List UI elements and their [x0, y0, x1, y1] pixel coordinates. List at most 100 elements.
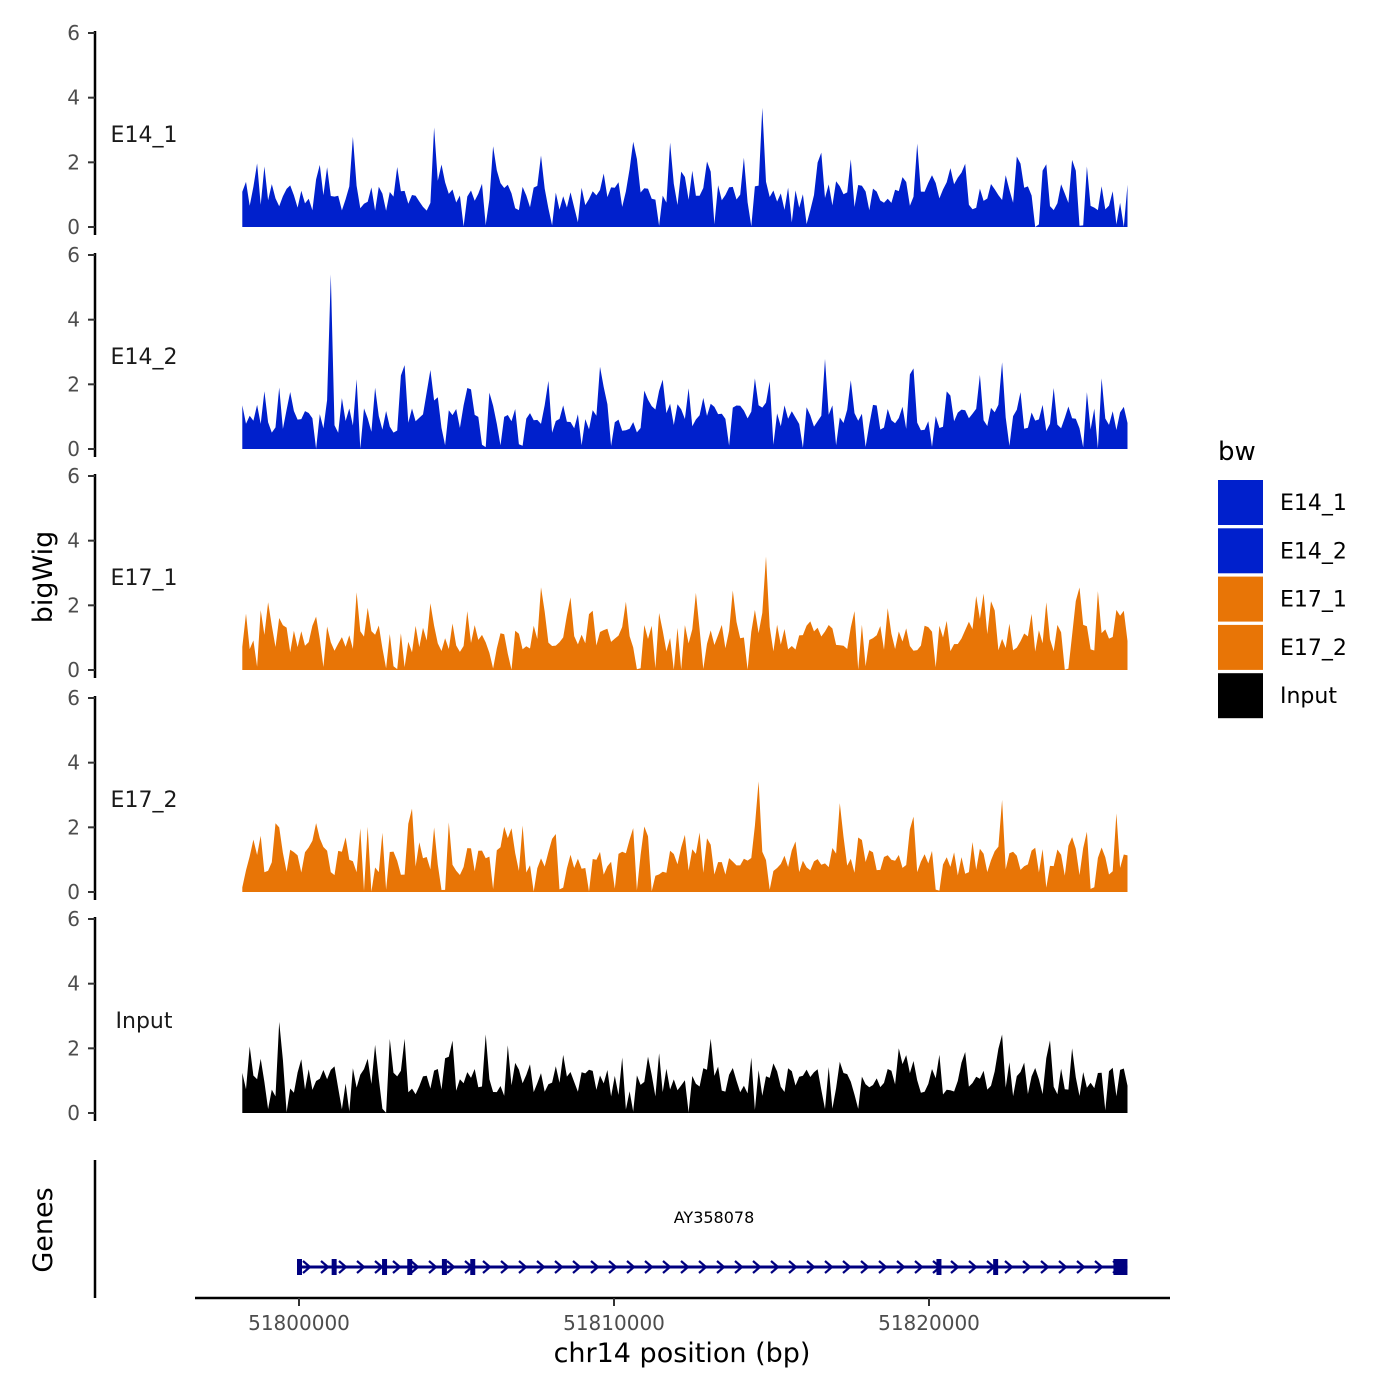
x-tick-label: 51820000	[878, 1311, 980, 1335]
strand-arrow	[536, 1260, 546, 1274]
strand-arrow	[968, 1260, 978, 1274]
y-tick-label: 4	[67, 751, 80, 775]
y-tick-label: 2	[67, 593, 80, 617]
panel-Input: 0 2 4 6 Input	[67, 907, 1128, 1125]
strand-arrow	[554, 1260, 564, 1274]
strand-arrow	[446, 1260, 456, 1274]
genes-axis-title: Genes	[28, 1187, 59, 1272]
strand-arrow	[482, 1260, 492, 1274]
strand-arrow	[644, 1260, 654, 1274]
legend-swatch-Input	[1218, 673, 1263, 719]
y-tick-label: 2	[67, 815, 80, 839]
strand-arrow	[824, 1260, 834, 1274]
legend: bw E14_1 E14_2 E17_1 E17_2 Input	[1218, 437, 1347, 719]
y-tick-label: 4	[67, 529, 80, 553]
strand-arrow	[716, 1260, 726, 1274]
strand-arrow	[626, 1260, 636, 1274]
gene-name: AY358078	[674, 1208, 755, 1227]
panel-E17_1: 0 2 4 6 E17_1	[67, 464, 1128, 682]
y-tick-label: 6	[67, 464, 80, 488]
y-tick-label: 6	[67, 21, 80, 45]
y-tick-label: 4	[67, 972, 80, 996]
legend-swatch-E14_2	[1218, 528, 1263, 574]
y-tick-label: 6	[67, 907, 80, 931]
exon	[407, 1259, 413, 1275]
x-axis-title: chr14 position (bp)	[554, 1338, 811, 1369]
exon	[297, 1259, 302, 1275]
strand-arrow	[572, 1260, 582, 1274]
strand-arrow	[878, 1260, 888, 1274]
x-tick-label: 51800000	[248, 1311, 350, 1335]
strand-arrow	[356, 1260, 366, 1274]
x-axis: 51800000 51810000 51820000	[195, 1296, 1170, 1335]
y-tick-label: 6	[67, 686, 80, 710]
exon	[470, 1259, 476, 1275]
strand-arrow	[338, 1260, 348, 1274]
legend-label-E14_2: E14_2	[1280, 539, 1347, 564]
strand-arrow	[734, 1260, 744, 1274]
legend-label-E17_1: E17_1	[1280, 588, 1347, 613]
legend-swatch-E17_1	[1218, 576, 1263, 622]
exon	[331, 1259, 337, 1275]
strand-arrow	[500, 1260, 510, 1274]
strand-arrow	[590, 1260, 600, 1274]
panel-E14_2: 0 2 4 6 E14_2	[67, 243, 1128, 461]
panel-E14_1: 0 2 4 6 E14_1	[67, 21, 1128, 239]
strand-arrow	[1004, 1260, 1014, 1274]
strand-arrow	[914, 1260, 924, 1274]
legend-swatch-E17_2	[1218, 624, 1263, 670]
exon	[993, 1259, 999, 1275]
strand-arrow	[392, 1260, 402, 1274]
strand-arrow	[662, 1260, 672, 1274]
y-tick-label: 0	[67, 1101, 80, 1125]
coverage-area-E17_1	[242, 556, 1128, 670]
strand-arrow	[698, 1260, 708, 1274]
panel-label: E17_1	[111, 566, 178, 591]
strand-arrow	[320, 1260, 330, 1274]
strand-arrow	[302, 1260, 312, 1274]
legend-label-E17_2: E17_2	[1280, 636, 1347, 661]
coverage-area-E14_1	[242, 107, 1128, 227]
legend-swatch-E14_1	[1218, 480, 1263, 525]
strand-arrow	[680, 1260, 690, 1274]
strand-arrow	[896, 1260, 906, 1274]
y-tick-label: 0	[67, 215, 80, 239]
x-tick-label: 51810000	[563, 1311, 665, 1335]
y-tick-label: 0	[67, 880, 80, 904]
strand-arrow	[950, 1260, 960, 1274]
strand-arrow	[842, 1260, 852, 1274]
panel-E17_2: 0 2 4 6 E17_2	[67, 686, 1128, 904]
strand-arrow	[374, 1260, 384, 1274]
exon	[441, 1259, 447, 1275]
strand-arrow	[428, 1260, 438, 1274]
strand-arrow	[788, 1260, 798, 1274]
y-tick-label: 0	[67, 658, 80, 682]
y-axis-title: bigWig	[28, 531, 59, 624]
strand-arrow	[1076, 1260, 1086, 1274]
strand-arrow	[1022, 1260, 1032, 1274]
strand-arrow	[1058, 1260, 1068, 1274]
exon	[936, 1259, 942, 1275]
strand-arrow	[806, 1260, 816, 1274]
y-tick-label: 2	[67, 372, 80, 396]
gene-track: AY358078	[93, 1160, 1128, 1298]
panel-label: E14_1	[111, 123, 178, 148]
strand-arrow	[770, 1260, 780, 1274]
strand-arrow	[1094, 1260, 1104, 1274]
exon	[1113, 1259, 1128, 1275]
y-tick-label: 2	[67, 150, 80, 174]
coverage-area-E14_2	[242, 274, 1128, 449]
panel-label: E17_2	[111, 788, 178, 813]
panel-label: Input	[116, 1009, 173, 1034]
y-tick-label: 0	[67, 437, 80, 461]
y-tick-label: 4	[67, 308, 80, 332]
exon	[382, 1259, 388, 1275]
y-tick-label: 4	[67, 86, 80, 110]
strand-arrow	[752, 1260, 762, 1274]
legend-label-Input: Input	[1280, 684, 1337, 709]
y-tick-label: 6	[67, 243, 80, 267]
strand-arrow	[518, 1260, 528, 1274]
legend-title: bw	[1218, 437, 1256, 467]
strand-arrow	[608, 1260, 618, 1274]
strand-arrow	[410, 1260, 420, 1274]
